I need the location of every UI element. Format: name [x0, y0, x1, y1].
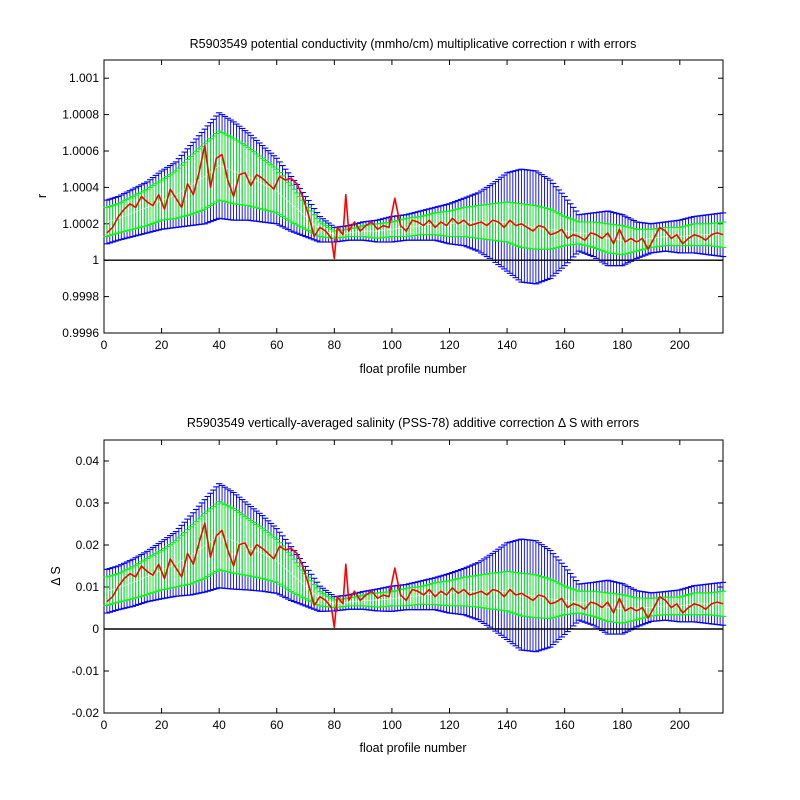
x-tick-label: 120	[439, 338, 459, 352]
x-tick-label: 40	[212, 718, 226, 732]
tick-layer: 0 20 40 60 80 100 120 140 160 180 200 -0.02 -0.01 0 0.…	[72, 440, 723, 732]
x-axis-label: float profile number	[359, 362, 466, 376]
y-tick-label: 1.0002	[62, 217, 99, 231]
x-tick-label: 160	[555, 718, 575, 732]
x-tick-label: 40	[212, 338, 226, 352]
x-tick-label: 100	[382, 718, 402, 732]
y-tick-label: 0.03	[76, 496, 100, 510]
x-tick-label: 0	[101, 338, 108, 352]
y-tick-label: -0.01	[72, 664, 100, 678]
x-tick-label: 60	[270, 718, 284, 732]
y-tick-label: -0.02	[72, 706, 100, 720]
x-tick-label: 0	[101, 718, 108, 732]
estimate-line	[106, 144, 724, 260]
x-tick-label: 160	[555, 338, 575, 352]
x-tick-label: 180	[612, 338, 632, 352]
x-tick-label: 200	[670, 338, 690, 352]
x-tick-label: 120	[439, 718, 459, 732]
y-tick-label: 0.01	[76, 580, 100, 594]
fit-mean-line	[106, 535, 723, 610]
y-tick-label: 1.0008	[62, 108, 99, 122]
y-tick-label: 0.04	[76, 454, 100, 468]
x-tick-label: 200	[670, 718, 690, 732]
x-tick-label: 140	[497, 338, 517, 352]
x-tick-label: 180	[612, 718, 632, 732]
x-tick-label: 140	[497, 718, 517, 732]
x-tick-label: 20	[155, 338, 169, 352]
x-tick-label: 60	[270, 338, 284, 352]
x-axis-label: float profile number	[359, 741, 466, 755]
chart-title: R5903549 vertically-averaged salinity (P…	[187, 416, 639, 430]
chart-salinity-correction: R5903549 vertically-averaged salinity (P…	[49, 416, 727, 755]
x-tick-label: 80	[328, 338, 342, 352]
y-axis-label: Δ S	[49, 566, 63, 585]
data-layer	[103, 112, 727, 285]
y-tick-label: 1.0004	[62, 180, 99, 194]
tick-layer: 0 20 40 60 80 100 120 140 160 180 200 0.9996 0.9998 1…	[62, 60, 723, 352]
y-tick-label: 0.9998	[62, 290, 99, 304]
data-layer	[103, 483, 727, 653]
y-axis-label: r	[35, 194, 49, 198]
x-tick-label: 20	[155, 718, 169, 732]
y-tick-label: 1	[92, 253, 99, 267]
y-tick-label: 1.0006	[62, 144, 99, 158]
plot-frame	[103, 59, 724, 334]
fit-mean-line	[106, 165, 723, 241]
chart-title: R5903549 potential conductivity (mmho/cm…	[190, 37, 637, 51]
x-tick-label: 100	[382, 338, 402, 352]
y-tick-label: 0	[92, 622, 99, 636]
y-tick-label: 1.001	[69, 71, 99, 85]
x-tick-label: 80	[328, 718, 342, 732]
estimate-line	[106, 522, 724, 629]
chart-conductivity-correction: R5903549 potential conductivity (mmho/cm…	[35, 37, 727, 376]
y-tick-label: 0.02	[76, 538, 100, 552]
y-tick-label: 0.9996	[62, 326, 99, 340]
